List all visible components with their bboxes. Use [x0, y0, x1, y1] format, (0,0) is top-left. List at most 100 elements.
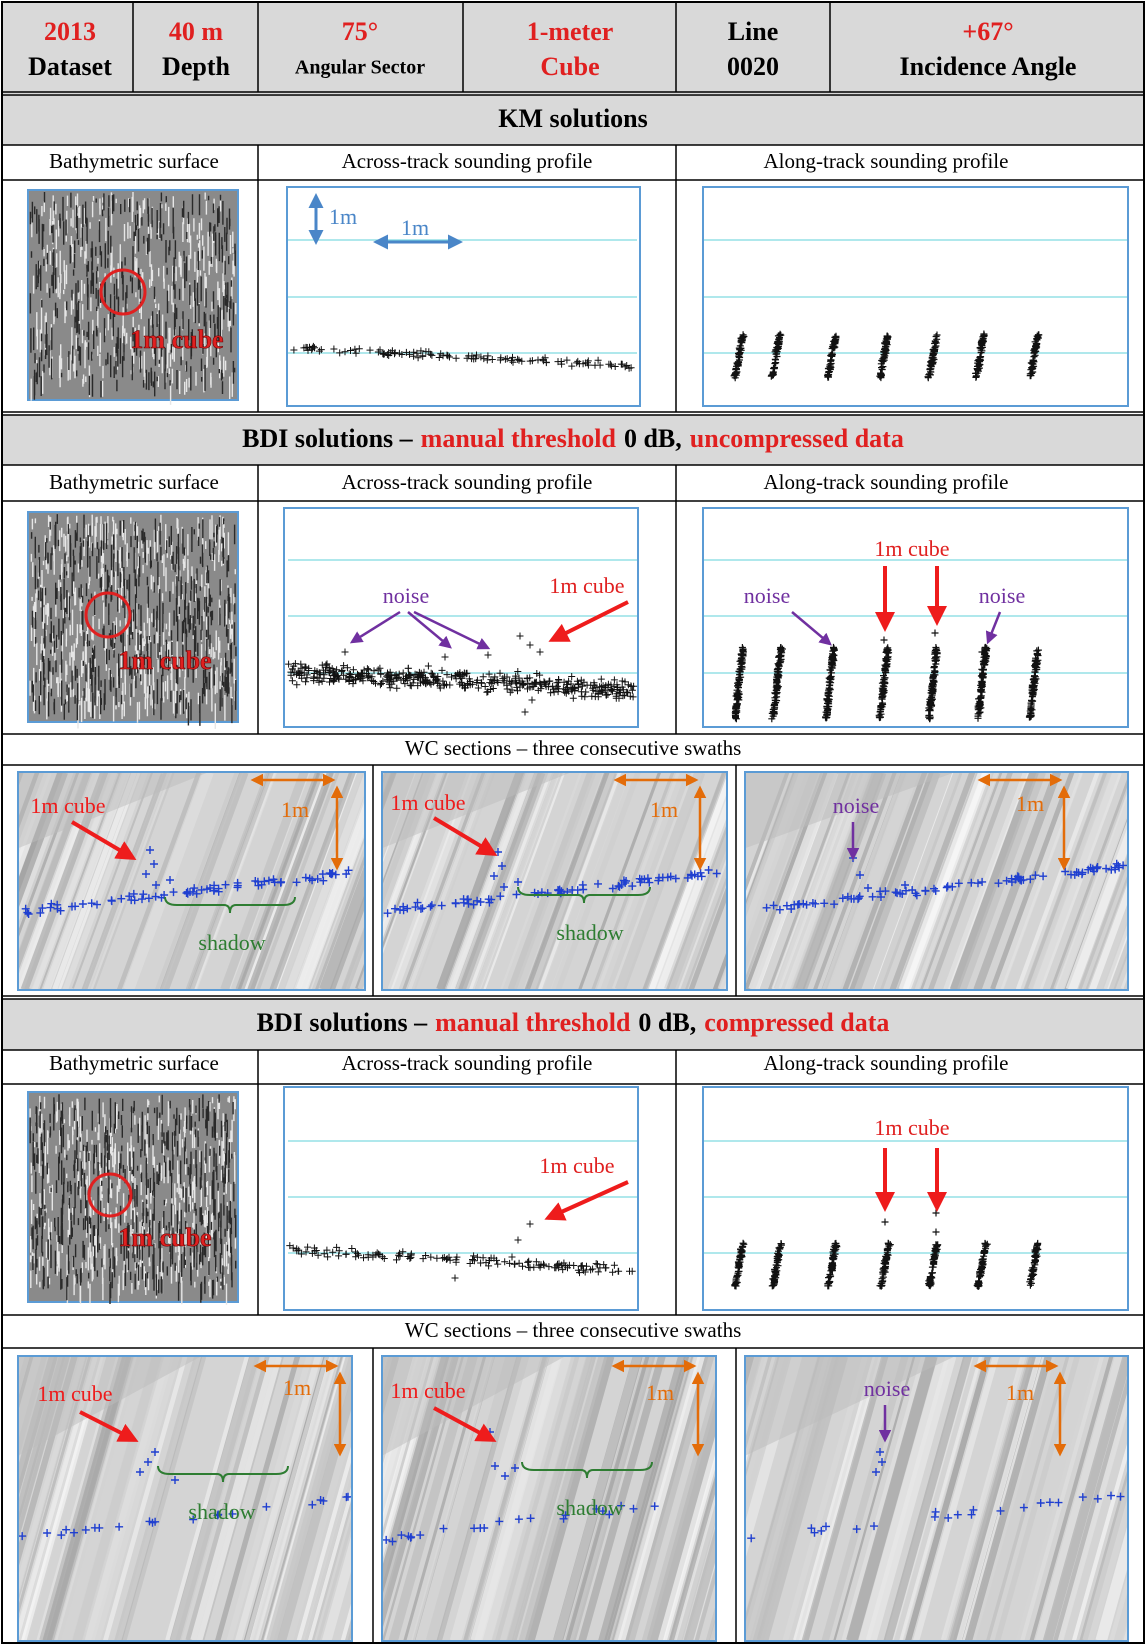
- header-value: 75°: [342, 17, 378, 46]
- section-band: [2, 415, 1144, 465]
- wc-streak: [578, 1356, 666, 1641]
- wc-streak: [83, 772, 169, 990]
- wc-streak: [665, 823, 727, 990]
- wc-streak: [899, 1356, 985, 1641]
- header-value: 1-meter: [527, 17, 614, 46]
- wc-streak: [62, 772, 148, 990]
- scale-label: 1m: [401, 215, 429, 240]
- wc-streak: [833, 1356, 916, 1641]
- wc-streak: [441, 772, 525, 990]
- wc-streak: [54, 1356, 141, 1641]
- wc-title: WC sections – three consecutive swaths: [405, 736, 742, 760]
- wc-streak: [688, 884, 727, 990]
- wc-streak: [973, 772, 1062, 990]
- wc-streak: [793, 1356, 883, 1641]
- wc-streak: [1071, 1440, 1128, 1641]
- wc-streak: [1103, 922, 1128, 990]
- section-title: BDI solutions – manual threshold 0 dB, unco…: [242, 424, 904, 453]
- wc-streak: [662, 1451, 716, 1641]
- wc-streak: [116, 772, 202, 990]
- wc-streak: [606, 772, 696, 990]
- wc-streak: [928, 772, 1013, 990]
- wc-streak: [676, 851, 727, 990]
- wc-streak: [594, 772, 680, 990]
- wc-streak: [91, 1356, 180, 1641]
- wc-streak: [656, 797, 727, 990]
- column-head: Across-track sounding profile: [342, 1051, 593, 1075]
- bathy-texture: [29, 1094, 237, 1304]
- wc-streak: [454, 772, 546, 990]
- wc-streak: [858, 1356, 950, 1641]
- wc-streak: [71, 1356, 163, 1641]
- shadow-label: shadow: [198, 930, 265, 955]
- noise-label: noise: [383, 583, 429, 608]
- wc-streak: [159, 772, 249, 990]
- wc-streak: [962, 1356, 1045, 1641]
- wc-streak: [962, 1356, 1052, 1641]
- wc-streak: [883, 1356, 972, 1641]
- shadow-brace: [157, 1465, 289, 1483]
- wc-streak: [87, 772, 173, 990]
- profile-panel: [283, 1086, 639, 1311]
- cube-arrow: [432, 816, 498, 857]
- cube-label: 1m cube: [874, 536, 949, 561]
- bathy-texture: [30, 514, 237, 726]
- column-head: Bathymetric surface: [49, 470, 219, 494]
- header-label: 0020: [727, 52, 779, 81]
- wc-streak: [185, 772, 268, 990]
- wc-streak: [417, 1356, 503, 1641]
- shadow-label: shadow: [556, 920, 623, 945]
- wc-streak: [874, 772, 963, 990]
- wc-streak: [902, 772, 991, 990]
- wc-streak: [578, 772, 662, 990]
- wc-streak: [483, 772, 566, 990]
- wc-streak: [170, 1356, 261, 1641]
- wc-streak: [1023, 772, 1111, 990]
- wc-streak: [256, 772, 340, 990]
- wc-streak: [945, 1356, 1030, 1641]
- wc-streak: [1042, 1356, 1128, 1641]
- cube-circle: [84, 591, 132, 639]
- profile-panel: [283, 507, 639, 728]
- wc-streak: [249, 1356, 338, 1641]
- wc-shade: [382, 772, 572, 849]
- title-part: BDI solutions –: [242, 424, 413, 453]
- wc-streak: [1029, 1356, 1114, 1641]
- wc-streak: [538, 772, 623, 990]
- wc-shade: [745, 1356, 956, 1456]
- section-title: KM solutions: [498, 104, 648, 133]
- wc-streak: [646, 1392, 716, 1641]
- header-value: Line: [728, 17, 779, 46]
- wc-streak: [436, 1356, 522, 1641]
- wc-streak: [526, 772, 617, 990]
- wc-streak: [235, 1356, 324, 1641]
- wc-frame: [744, 1355, 1129, 1642]
- wc-image: [382, 1356, 716, 1641]
- column-head: Bathymetric surface: [49, 149, 219, 173]
- wc-streak: [850, 772, 941, 990]
- wc-streak: [801, 1356, 889, 1641]
- shadow-brace: [517, 886, 651, 904]
- column-head: Bathymetric surface: [49, 1051, 219, 1075]
- wc-streak: [943, 772, 1030, 990]
- wc-streak: [841, 1356, 927, 1641]
- wc-shade: [18, 772, 209, 849]
- wc-streak: [303, 1468, 352, 1641]
- header-label: Angular Sector: [295, 57, 425, 79]
- wc-annotations: 1m cube 1m shadow 1m cube 1m shadow noise 1m 1m …: [30, 773, 1071, 1524]
- wc-streak: [1028, 772, 1119, 990]
- wc-streak: [449, 1356, 541, 1641]
- header-value: 40 m: [169, 17, 224, 46]
- scale-label: 1m: [1006, 1380, 1034, 1405]
- wc-frame: [744, 771, 1129, 991]
- cube-arrow: [79, 1410, 139, 1442]
- wc-streak: [341, 926, 365, 990]
- wc-soundings: [18, 1448, 352, 1541]
- cube-arrow: [544, 1180, 629, 1221]
- section-band: [2, 95, 1144, 145]
- wc-streak: [942, 1356, 1029, 1641]
- wc-streak: [481, 1356, 571, 1641]
- wc-streak: [1065, 818, 1128, 990]
- wc-frame: [17, 1355, 353, 1642]
- wc-soundings: [747, 1448, 1125, 1543]
